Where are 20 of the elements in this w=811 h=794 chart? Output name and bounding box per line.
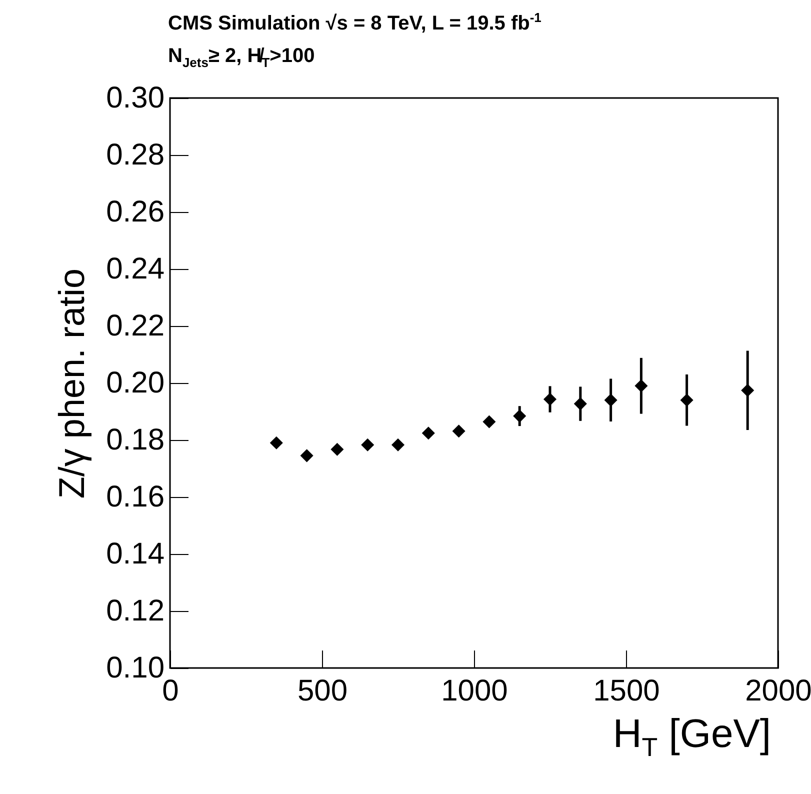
y-tick-label: 0.14 [106, 538, 164, 570]
chart-subtitle: N$_{Jets}$≥ 2, H̸$_{T}$>100 [168, 45, 315, 70]
y-tick-label: 0.12 [106, 594, 164, 628]
y-tick-label: 0.30 [106, 82, 164, 114]
y-tick-label: 0.26 [106, 196, 164, 228]
y-tick-label: 0.24 [106, 252, 164, 286]
y-tick-label: 0.18 [106, 424, 164, 456]
y-tick-label: 0.20 [106, 366, 164, 400]
x-tick-label: 500 [297, 674, 348, 708]
x-tick-label: 0 [162, 674, 179, 708]
chart-title: CMS Simulation √s = 8 TeV, L = 19.5 fb$^{-1}$ [168, 10, 542, 36]
y-axis-title: Z/γ phen. ratio [51, 268, 92, 499]
y-tick-label: 0.16 [106, 480, 164, 514]
x-tick-label: 1000 [441, 674, 508, 708]
y-tick-label: 0.10 [106, 652, 164, 684]
y-tick-label: 0.22 [106, 310, 164, 342]
x-tick-label: 1500 [593, 674, 660, 708]
y-tick-label: 0.28 [106, 138, 164, 172]
x-tick-label: 2000 [745, 674, 811, 708]
x-axis-title: H$_{T}$ [GeV] [612, 712, 771, 763]
